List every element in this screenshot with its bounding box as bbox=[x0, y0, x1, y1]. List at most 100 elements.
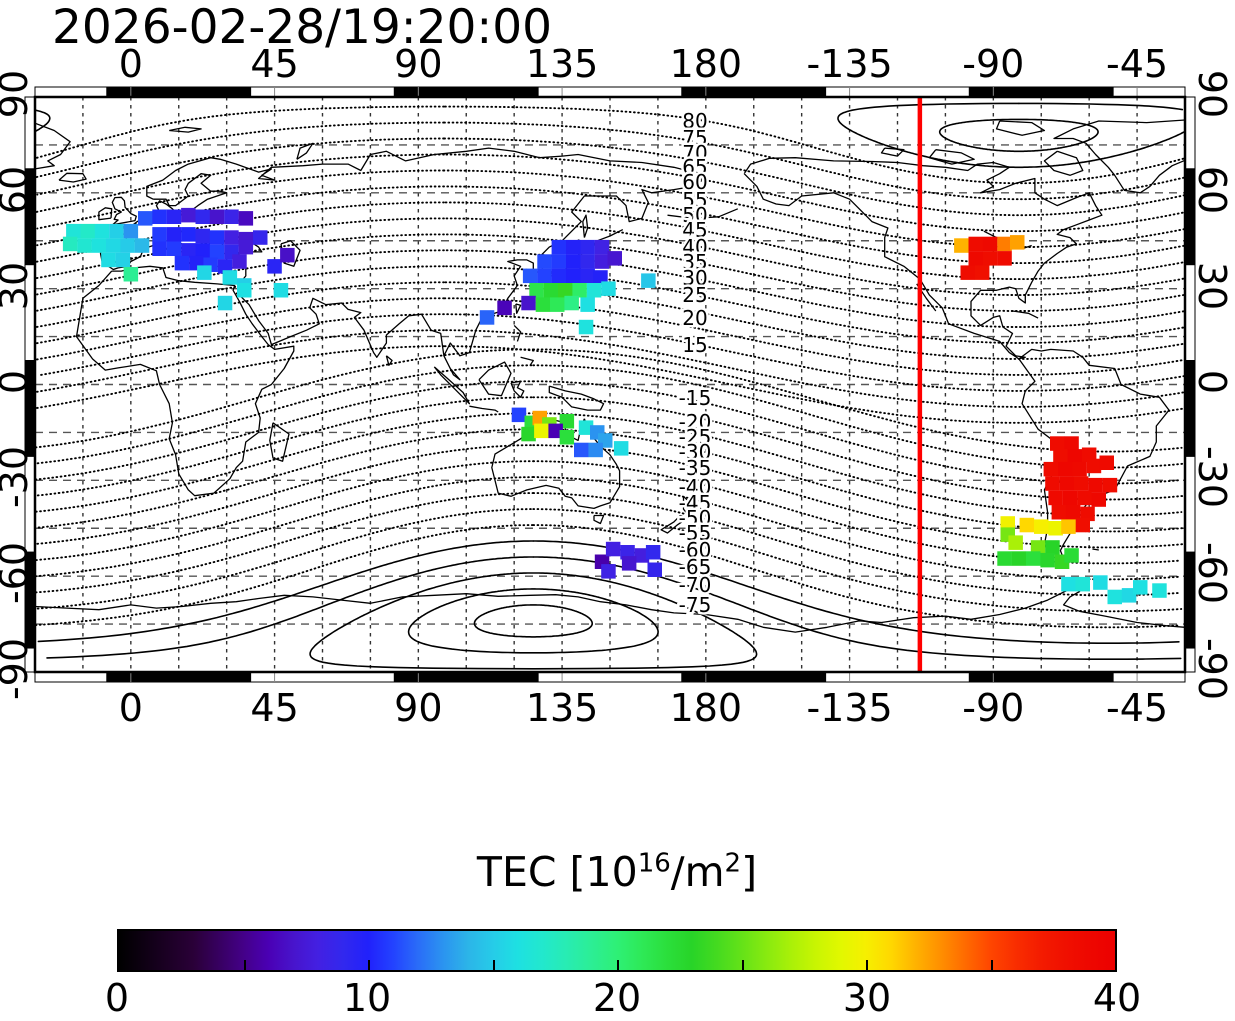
contour-label: 65 bbox=[682, 155, 707, 179]
tec-cell bbox=[1064, 548, 1079, 563]
contour-label: 60 bbox=[682, 170, 707, 194]
geomagnetic-latitude-contour bbox=[35, 460, 535, 562]
tec-cell bbox=[152, 209, 167, 224]
geomagnetic-latitude-contour bbox=[35, 329, 445, 393]
tec-cell bbox=[537, 268, 552, 284]
tec-cell bbox=[522, 268, 538, 284]
geomagnetic-latitude-contour bbox=[442, 217, 1185, 297]
geomagnetic-latitude-contour bbox=[532, 364, 1185, 469]
tec-cell bbox=[566, 239, 581, 255]
contour-label: -40 bbox=[679, 475, 712, 499]
zebra-segment bbox=[681, 671, 827, 683]
tec-cell bbox=[1030, 540, 1046, 555]
tec-cell bbox=[551, 239, 567, 255]
tec-cell bbox=[94, 223, 110, 239]
contour-label: -15 bbox=[679, 386, 712, 410]
geomagnetic-latitude-contour bbox=[46, 556, 535, 659]
plot-frame bbox=[33, 95, 1187, 674]
tec-cell bbox=[1010, 235, 1025, 250]
geomagnetic-latitude-contour bbox=[1018, 102, 1184, 111]
tec-cell bbox=[479, 310, 495, 325]
geomagnetic-latitude-contour bbox=[532, 476, 1182, 581]
geomagnetic-latitude-contour bbox=[532, 508, 1183, 613]
geomagnetic-latitude-contour bbox=[442, 297, 1183, 376]
geomagnetic-latitude-contour bbox=[442, 201, 1184, 281]
geomagnetic-latitude-contour bbox=[532, 380, 1183, 485]
tec-cell bbox=[1053, 449, 1068, 464]
tec-cell bbox=[982, 236, 998, 252]
tec-cell bbox=[101, 252, 116, 268]
lon-tick-label-bottom: 0 bbox=[118, 686, 143, 730]
tec-cell bbox=[578, 420, 594, 435]
contour-label: 35 bbox=[682, 250, 707, 274]
geomagnetic-latitude-contour bbox=[36, 169, 445, 230]
tec-cell bbox=[1008, 535, 1023, 550]
tec-cell bbox=[647, 562, 662, 577]
contour-label: -20 bbox=[679, 410, 712, 434]
tec-cell bbox=[605, 541, 621, 557]
contour-label: -60 bbox=[679, 538, 712, 562]
zebra-segment bbox=[250, 86, 395, 98]
geomagnetic-latitude-contour bbox=[473, 604, 594, 638]
lon-tick-label-top: 0 bbox=[118, 42, 143, 86]
tec-cell bbox=[217, 259, 233, 274]
tec-cell bbox=[586, 283, 602, 298]
tec-cell bbox=[580, 297, 595, 312]
geomagnetic-latitude-contour bbox=[407, 588, 659, 654]
tec-cell bbox=[1102, 477, 1118, 493]
geomagnetic-latitude-contour bbox=[837, 102, 1185, 169]
contour-label: 75 bbox=[682, 126, 707, 150]
geomagnetic-latitude-contour bbox=[442, 233, 1185, 312]
tec-cell bbox=[1059, 476, 1075, 491]
tec-cell bbox=[224, 209, 239, 224]
tec-cell bbox=[1061, 576, 1076, 592]
tec-cell bbox=[607, 251, 622, 266]
tec-cell bbox=[1107, 589, 1122, 605]
coastline bbox=[269, 422, 290, 462]
tec-cell bbox=[1093, 575, 1108, 590]
tec-cell bbox=[588, 442, 603, 458]
contour-label: -25 bbox=[679, 425, 712, 449]
zebra-segment bbox=[537, 671, 683, 683]
zebra-segment bbox=[825, 671, 970, 683]
coastline bbox=[520, 356, 534, 366]
geomagnetic-latitude-contour bbox=[532, 492, 1181, 597]
tec-cell bbox=[209, 209, 225, 224]
colorbar-minor-tick bbox=[741, 960, 744, 970]
tec-cell bbox=[1048, 490, 1063, 506]
tec-cell bbox=[566, 268, 581, 284]
lon-tick-label-top: 180 bbox=[669, 42, 743, 86]
coastline bbox=[35, 122, 71, 170]
tec-cell bbox=[224, 230, 239, 245]
colorbar-tick-label: 40 bbox=[1092, 976, 1142, 1020]
tec-cell bbox=[77, 238, 92, 253]
tec-cell bbox=[997, 236, 1012, 252]
tec-cell bbox=[123, 223, 139, 239]
coastline bbox=[433, 366, 471, 405]
contour-label: -45 bbox=[679, 491, 712, 515]
tec-cell bbox=[1062, 490, 1078, 506]
geomagnetic-latitude-contour bbox=[35, 105, 445, 160]
lon-tick-label-bottom: 135 bbox=[525, 686, 599, 730]
tec-cell bbox=[613, 441, 629, 456]
plot-title: 2026-02-28/19:20:00 bbox=[52, 0, 553, 55]
tec-cell bbox=[1075, 576, 1090, 592]
geomagnetic-latitude-contour bbox=[36, 396, 535, 497]
tec-cell bbox=[511, 407, 527, 423]
coastline bbox=[928, 149, 975, 165]
lon-tick-label-bottom: 180 bbox=[669, 686, 743, 730]
tec-cell bbox=[181, 227, 196, 242]
coastline bbox=[469, 405, 499, 413]
contour-label: 15 bbox=[682, 333, 707, 357]
coastline bbox=[582, 214, 589, 238]
lon-tick-label-bottom: 45 bbox=[250, 686, 299, 730]
tec-cell bbox=[529, 283, 544, 298]
tec-cell bbox=[280, 247, 295, 263]
coastline bbox=[1092, 548, 1099, 551]
zebra-segment bbox=[34, 671, 108, 683]
lon-tick-label-top: -90 bbox=[962, 42, 1025, 86]
colorbar-minor-tick bbox=[990, 960, 993, 970]
contour-label: 30 bbox=[682, 266, 707, 290]
geomagnetic-latitude-contour bbox=[442, 329, 1185, 408]
geomagnetic-latitude-contour bbox=[36, 508, 535, 610]
